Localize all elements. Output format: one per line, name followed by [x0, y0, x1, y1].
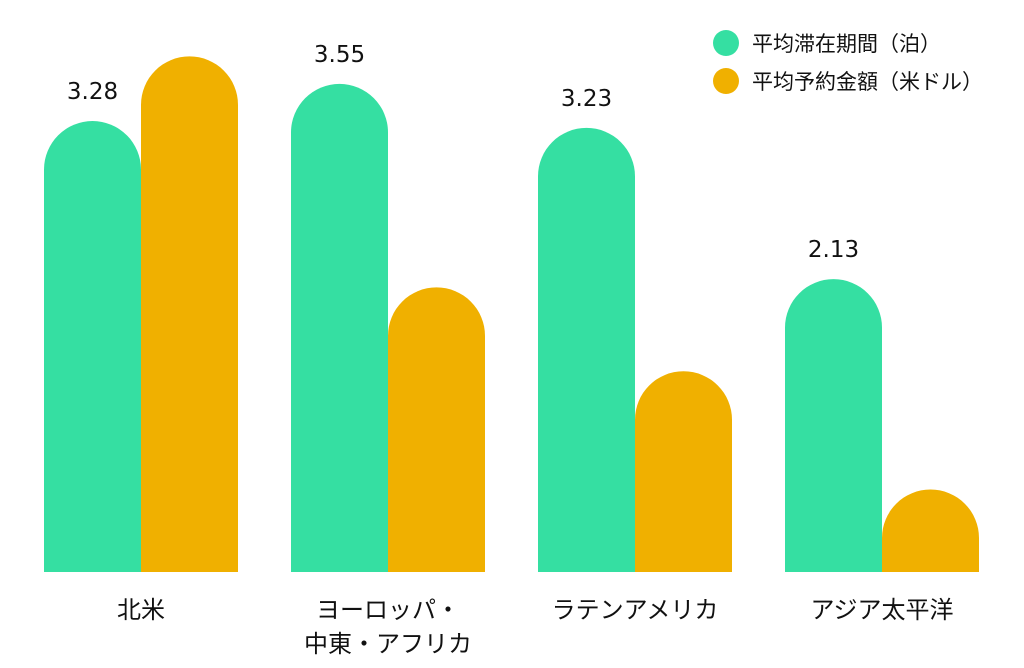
category-label-1: ヨーロッパ・中東・アフリカ [304, 596, 472, 658]
bar-0-2 [538, 127, 635, 572]
legend-label-booking: 平均予約金額（米ドル） [752, 70, 983, 94]
data-label-0-1: 3.55 [314, 42, 365, 68]
legend-swatch-stay [713, 30, 739, 56]
category-label-0: 北米 [117, 596, 165, 624]
bar-0-1 [291, 83, 388, 572]
legend: 平均滞在期間（泊） 平均予約金額（米ドル） [713, 24, 983, 100]
category-label-2: ラテンアメリカ [552, 596, 719, 624]
bar-1-0 [141, 56, 238, 572]
category-label-3: アジア太平洋 [810, 596, 953, 624]
bar-1-1 [388, 287, 485, 572]
legend-label-stay: 平均滞在期間（泊） [752, 32, 941, 56]
bar-1-2 [635, 371, 732, 572]
bar-0-0 [44, 121, 141, 572]
legend-swatch-booking [713, 68, 739, 94]
data-label-0-3: 2.13 [808, 237, 859, 263]
data-label-0-0: 3.28 [67, 79, 118, 105]
data-label-0-2: 3.23 [561, 86, 612, 112]
bar-1-3 [882, 489, 979, 572]
legend-item-booking: 平均予約金額（米ドル） [713, 62, 983, 100]
bar-0-3 [785, 279, 882, 572]
legend-item-stay: 平均滞在期間（泊） [713, 24, 983, 62]
